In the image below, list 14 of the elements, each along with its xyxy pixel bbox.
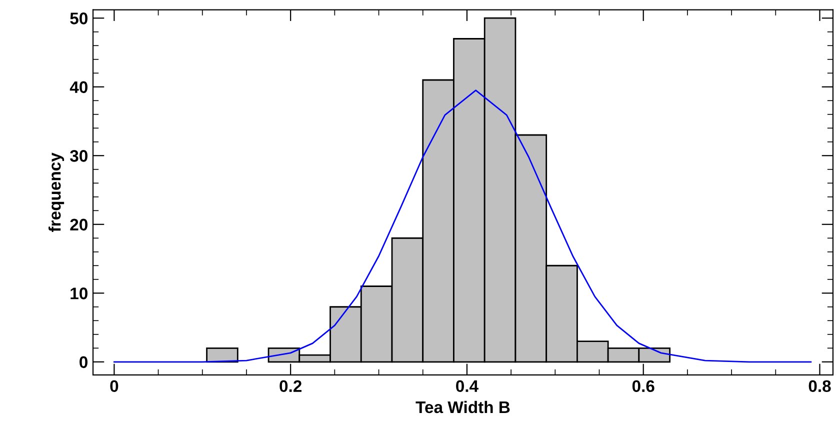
y-axis-title: frequency [48,152,64,232]
y-tick-label: 0 [80,356,88,368]
x-tick-label: 0.4 [456,380,478,392]
x-tick-label: 0.2 [280,380,302,392]
y-tick-label: 40 [70,81,88,94]
x-tick-label: 0 [110,380,118,392]
x-tick-label: 0.8 [808,380,831,392]
y-tick-label: 10 [70,288,88,300]
y-tick-label: 30 [70,150,88,162]
x-tick-label: 0.6 [632,380,654,392]
line-series [113,90,812,363]
y-tick-label: 50 [70,12,88,24]
x-axis-title: Tea Width B [416,400,510,414]
y-tick-label: 20 [70,218,88,231]
